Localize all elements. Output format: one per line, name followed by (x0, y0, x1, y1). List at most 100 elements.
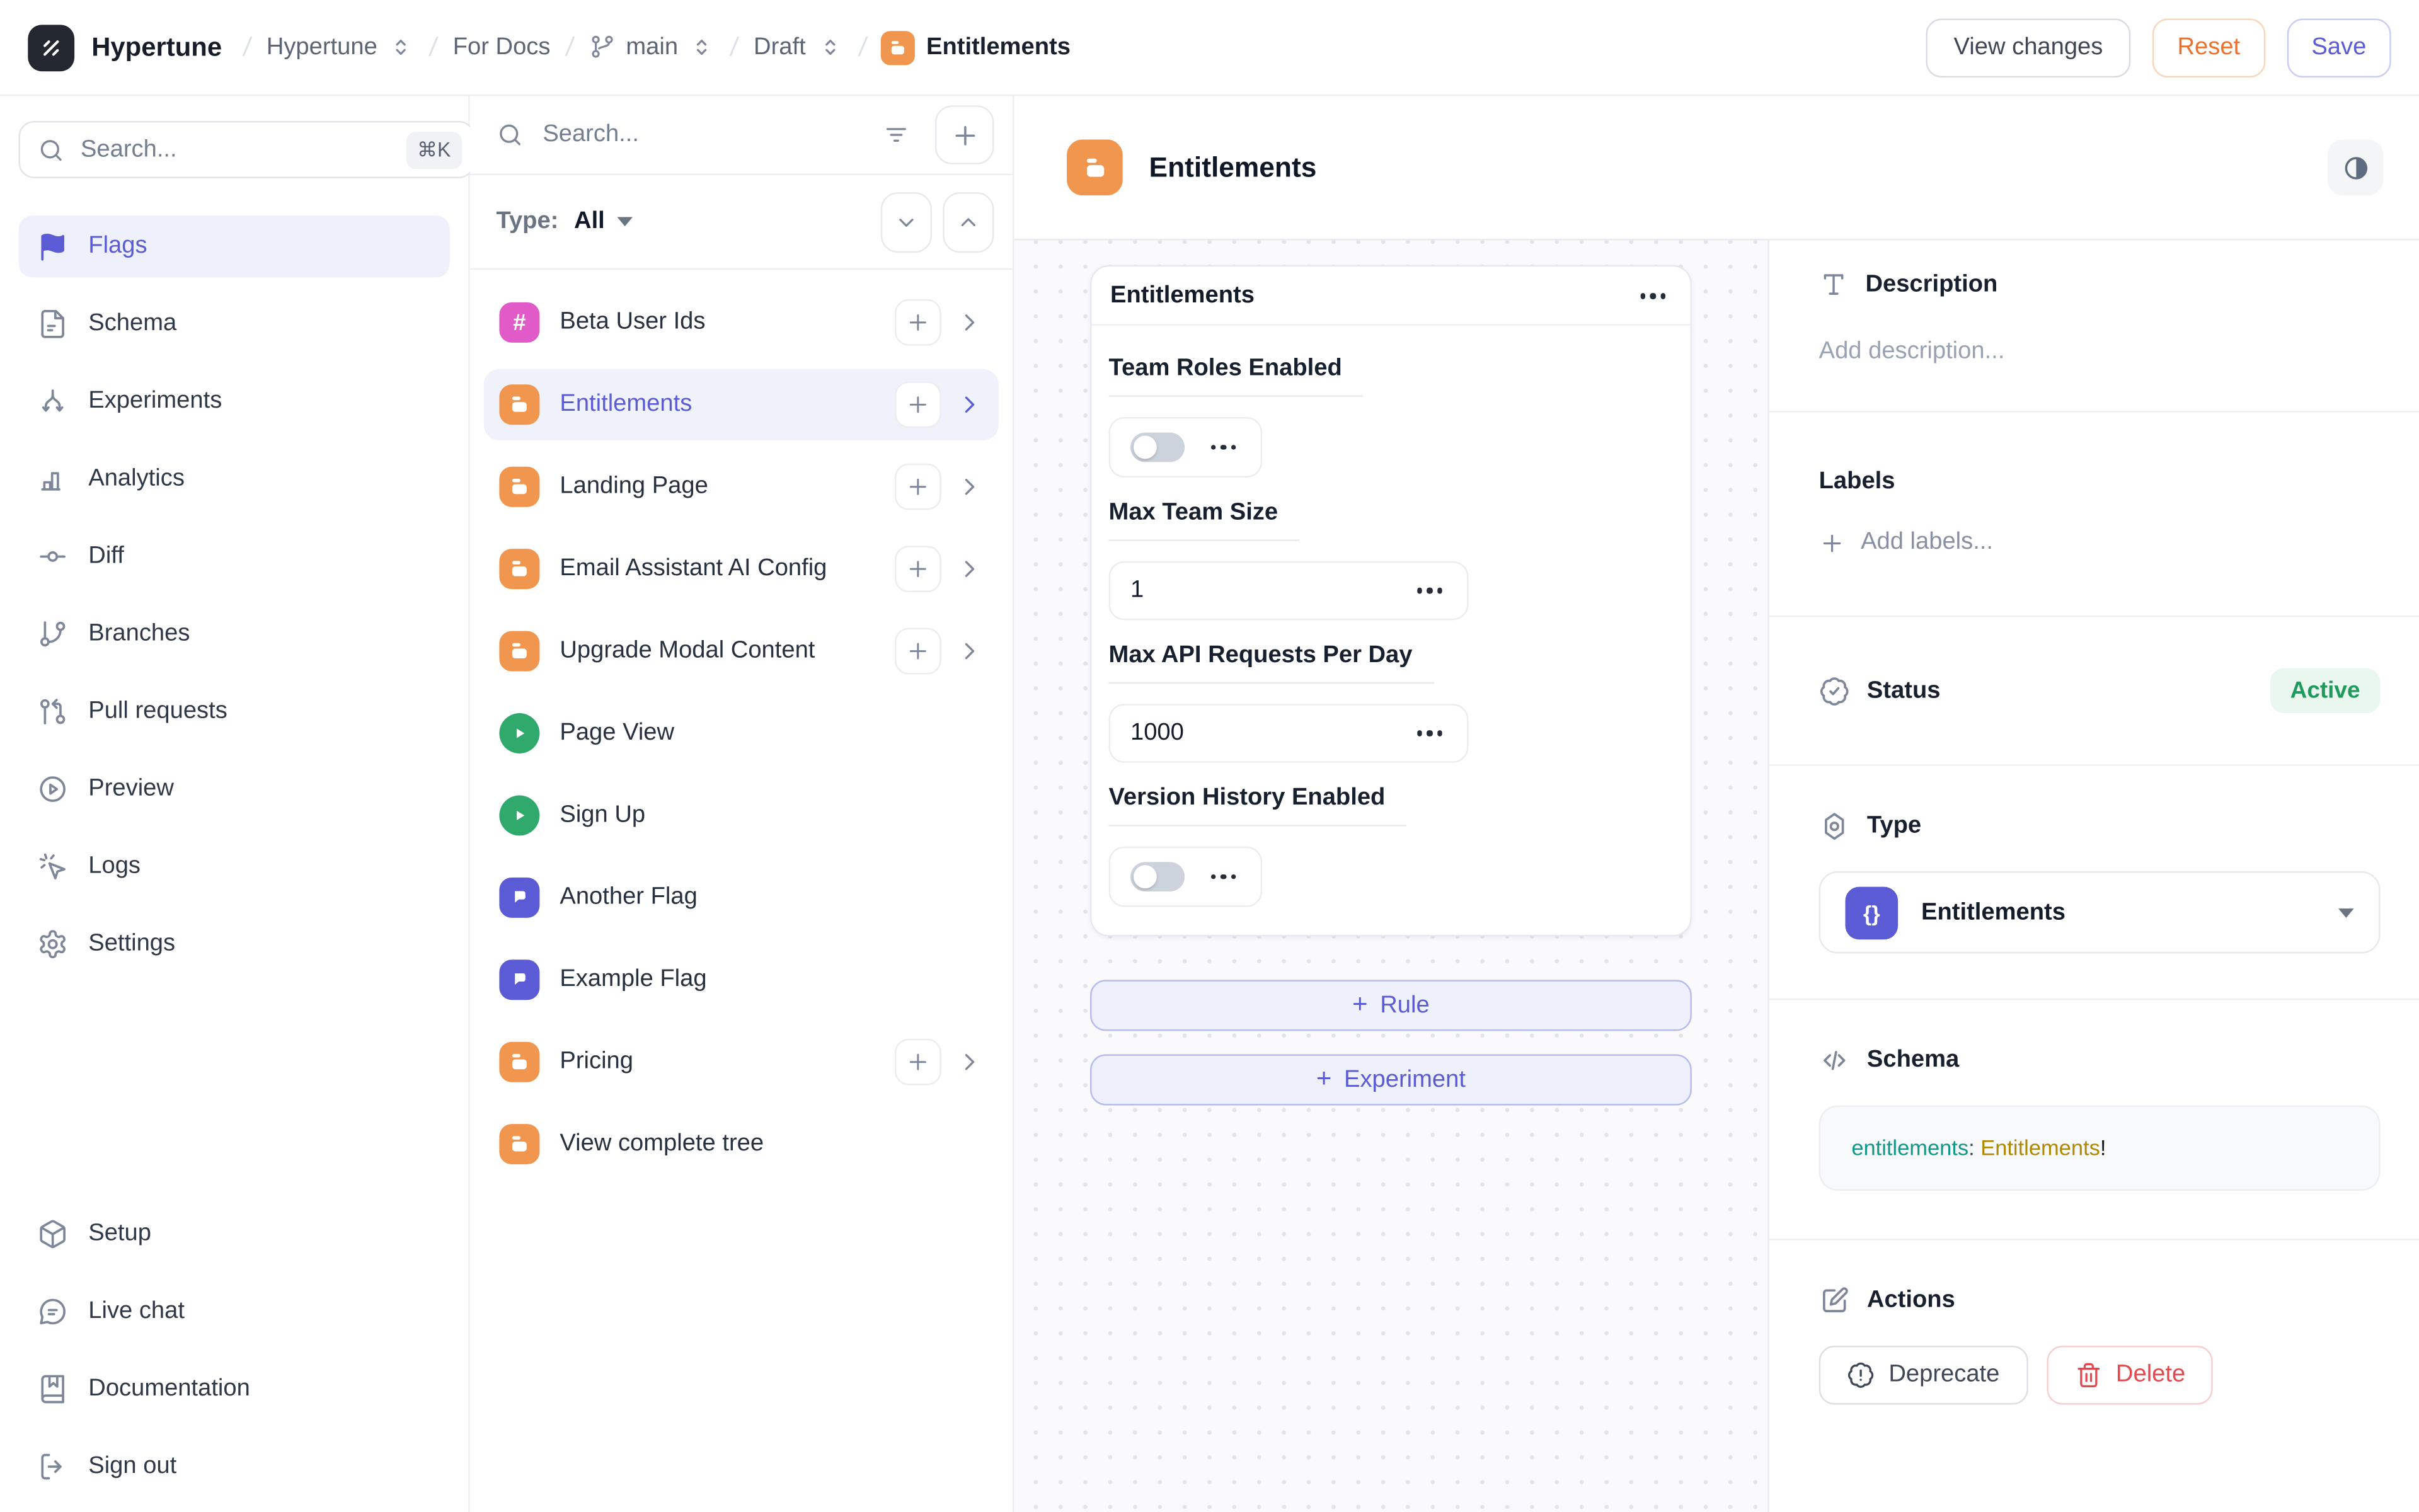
chevrons-up-down-icon (388, 34, 415, 60)
flag-row-another-flag[interactable]: Another Flag (484, 862, 999, 933)
max-team-size-input[interactable]: 1 (1108, 561, 1469, 621)
deprecate-button[interactable]: Deprecate (1819, 1346, 2028, 1405)
flag-icon (499, 877, 540, 918)
type-select[interactable]: {} Entitlements (1819, 871, 2381, 954)
breadcrumb-slash: / (856, 32, 868, 62)
topbar-actions: View changes Reset Save (1926, 18, 2391, 77)
flag-row-example-flag[interactable]: Example Flag (484, 944, 999, 1016)
field-menu-button[interactable] (1412, 583, 1447, 598)
contrast-toggle-button[interactable] (2327, 139, 2384, 196)
sidebar-item-flags[interactable]: Flags (18, 215, 450, 278)
row-add-button[interactable] (894, 1038, 941, 1085)
badge-alert-icon (1848, 1362, 1874, 1388)
sidebar-item-setup[interactable]: Setup (19, 1203, 450, 1265)
type-filter-value[interactable]: All (574, 207, 605, 234)
hexagon-nut-icon (1825, 813, 1844, 840)
type-filter-label: Type: (496, 207, 559, 234)
chevron-right-icon[interactable] (955, 309, 983, 336)
max-api-requests-input[interactable]: 1000 (1108, 704, 1469, 763)
save-button[interactable]: Save (2286, 18, 2391, 77)
description-section: Description Add description... (1769, 240, 2419, 413)
flag-list: # Beta User Ids Entitlements (470, 270, 1013, 1197)
card-menu-button[interactable] (1636, 289, 1670, 303)
sidebar-item-diff[interactable]: Diff (19, 525, 450, 587)
row-add-button[interactable] (894, 299, 941, 346)
version-history-toggle[interactable] (1130, 862, 1185, 892)
add-labels-button[interactable]: Add labels... (1819, 529, 2381, 556)
sidebar-item-schema[interactable]: Schema (19, 293, 450, 355)
flag-row-beta-user-ids[interactable]: # Beta User Ids (484, 287, 999, 358)
row-add-button[interactable] (894, 627, 941, 675)
flag-row-view-complete-tree[interactable]: View complete tree (484, 1109, 999, 1180)
row-add-button[interactable] (894, 546, 941, 593)
code-icon (1824, 1051, 1846, 1070)
flag-row-page-view[interactable]: Page View (484, 697, 999, 769)
sidebar-item-analytics[interactable]: Analytics (19, 448, 450, 510)
flag-row-entitlements[interactable]: Entitlements (483, 369, 999, 440)
sidebar-item-live-chat[interactable]: Live chat (19, 1281, 450, 1343)
field-menu-button[interactable] (1207, 440, 1241, 454)
section-title: Type (1866, 812, 1922, 839)
badge-check-icon (1820, 677, 1849, 705)
chevron-right-icon[interactable] (955, 391, 983, 418)
sidebar-search-input[interactable] (78, 134, 394, 166)
section-title: Actions (1866, 1286, 1955, 1314)
chevron-right-icon[interactable] (955, 637, 983, 665)
field-max-team-size: Max Team Size 1 (1108, 499, 1674, 621)
chevrons-up-down-icon (689, 34, 715, 60)
reset-button[interactable]: Reset (2152, 18, 2265, 77)
team-roles-toggle[interactable] (1130, 432, 1185, 462)
flag-list-search-input[interactable] (539, 119, 858, 151)
sidebar-search[interactable]: ⌘K (18, 120, 474, 179)
sidebar-item-pull-requests[interactable]: Pull requests (19, 680, 450, 742)
breadcrumb-space[interactable]: For Docs (452, 33, 551, 60)
add-rule-button[interactable]: + Rule (1090, 980, 1692, 1031)
brand-title: Hypertune (91, 32, 222, 62)
row-add-button[interactable] (894, 381, 941, 428)
text-icon (1824, 274, 1844, 295)
split-icon (37, 386, 68, 417)
add-description-field[interactable]: Add description... (1819, 338, 2005, 365)
breadcrumb-flag[interactable]: Entitlements (881, 30, 1071, 65)
sidebar-item-branches[interactable]: Branches (19, 603, 450, 665)
sidebar-item-documentation[interactable]: Documentation (19, 1358, 450, 1420)
breadcrumb: / Hypertune / For Docs / main / Dr (241, 30, 1071, 65)
event-icon (499, 795, 540, 836)
flag-row-landing-page[interactable]: Landing Page (484, 451, 999, 522)
row-add-button[interactable] (894, 463, 941, 510)
plus-icon: + (1316, 1063, 1332, 1093)
field-menu-button[interactable] (1207, 869, 1241, 884)
sidebar-item-settings[interactable]: Settings (19, 913, 450, 975)
plus-icon: + (1352, 989, 1368, 1019)
breadcrumb-branch[interactable]: main (589, 33, 715, 61)
filter-button[interactable] (873, 105, 920, 164)
flag-header: Entitlements (1014, 96, 2419, 241)
add-flag-button[interactable] (934, 105, 994, 164)
field-menu-button[interactable] (1412, 726, 1447, 740)
flag-row-pricing[interactable]: Pricing (484, 1026, 999, 1097)
breadcrumb-commit[interactable]: Draft (754, 33, 843, 61)
chevron-right-icon[interactable] (955, 555, 983, 583)
flag-canvas: Entitlements Team Roles Enabled (1014, 240, 1768, 1512)
sidebar-item-logs[interactable]: Logs (19, 835, 450, 897)
delete-button[interactable]: Delete (2046, 1346, 2214, 1405)
sidebar-item-preview[interactable]: Preview (19, 758, 450, 820)
flag-row-upgrade-modal-content[interactable]: Upgrade Modal Content (484, 616, 999, 687)
collapse-all-button[interactable] (880, 191, 933, 252)
sidebar-item-sign-out[interactable]: Sign out (19, 1436, 450, 1498)
git-branch-icon (37, 619, 68, 650)
view-changes-button[interactable]: View changes (1926, 18, 2131, 77)
sidebar-item-experiments[interactable]: Experiments (19, 370, 450, 432)
expand-all-button[interactable] (943, 191, 994, 252)
chevron-up-icon (961, 217, 975, 226)
chevron-right-icon[interactable] (955, 1048, 983, 1076)
type-filter-row: Type: All (469, 175, 1013, 270)
flag-row-sign-up[interactable]: Sign Up (484, 780, 999, 851)
add-experiment-button[interactable]: + Experiment (1090, 1054, 1692, 1106)
chevron-down-icon (899, 217, 914, 226)
search-shortcut-badge: ⌘K (406, 130, 462, 169)
flag-row-email-assistant-ai-config[interactable]: Email Assistant AI Config (484, 534, 999, 605)
breadcrumb-project[interactable]: Hypertune (267, 33, 415, 61)
chevron-right-icon[interactable] (955, 473, 983, 501)
